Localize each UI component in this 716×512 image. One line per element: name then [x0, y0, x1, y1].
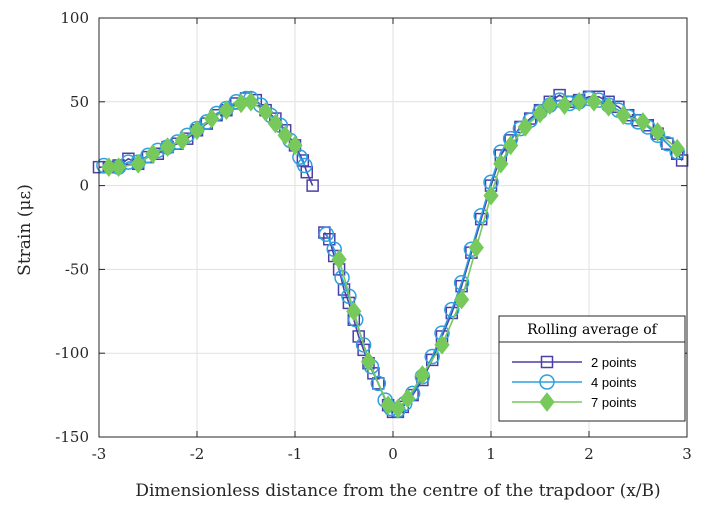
data-point-diamond [287, 135, 303, 156]
data-point-diamond [110, 157, 127, 177]
data-point-diamond [346, 301, 362, 322]
data-point-diamond [390, 398, 406, 419]
data-point-diamond [600, 97, 617, 117]
y-tick-label: 100 [60, 9, 89, 27]
legend-label: 2 points [591, 355, 637, 370]
y-tick-label: -100 [55, 344, 89, 362]
data-point-diamond [267, 113, 284, 134]
data-point-diamond [532, 103, 548, 124]
data-point-square [306, 179, 319, 192]
data-point-diamond [189, 120, 205, 141]
data-point-diamond [174, 130, 190, 151]
series-layer [92, 88, 689, 419]
data-point-diamond [669, 138, 685, 159]
data-point-diamond [130, 153, 146, 174]
data-point-diamond [434, 335, 450, 355]
data-point-diamond [218, 100, 235, 120]
data-point-diamond [277, 125, 293, 146]
x-tick-label: 0 [388, 445, 398, 463]
data-point-diamond [204, 108, 220, 129]
data-point-diamond [243, 91, 259, 112]
data-point-diamond [571, 91, 587, 112]
legend-marker-diamond [539, 392, 555, 412]
y-axis-title: Strain (με) [15, 184, 35, 276]
data-point-diamond [586, 91, 602, 112]
y-tick-label: -150 [55, 428, 89, 446]
legend-box [498, 315, 686, 422]
data-point-diamond [159, 137, 176, 157]
data-point-diamond [257, 102, 274, 122]
data-point-square [675, 154, 689, 167]
series-diamond [101, 91, 685, 419]
data-point-diamond [400, 388, 416, 409]
ticks: -3 -2 -1 0 1 2 3 100 50 0 -50 -100 -150 [55, 9, 691, 463]
data-point-circle [355, 337, 372, 353]
x-tick-label: 1 [486, 445, 496, 463]
data-point-circle [444, 301, 460, 318]
data-point-square [661, 137, 674, 150]
data-point-circle [341, 288, 357, 304]
data-point-diamond [542, 95, 558, 115]
data-point-circle [370, 375, 387, 392]
data-point-diamond [468, 237, 484, 258]
data-point-diamond [556, 95, 573, 115]
data-point-circle [292, 149, 308, 165]
data-point-diamond [615, 105, 631, 126]
legend-entries: 2 points 4 points 7 points [512, 355, 637, 412]
data-point-circle [424, 348, 440, 365]
y-tick-label: 50 [70, 93, 89, 111]
x-tick-label: -2 [190, 445, 205, 463]
data-point-diamond [502, 135, 519, 156]
legend-marker-circle [539, 374, 555, 390]
y-tick-label: 0 [79, 177, 89, 195]
data-point-diamond [360, 351, 377, 372]
y-tick-label: -50 [65, 260, 89, 278]
legend: Rolling average of 2 points 4 points 7 poi… [498, 315, 686, 422]
data-point-circle [318, 226, 335, 242]
x-tick-label: 3 [682, 445, 692, 463]
data-point-diamond [483, 185, 499, 206]
x-axis-title: Dimensionless distance from the centre o… [135, 481, 660, 501]
legend-label: 4 points [591, 375, 637, 390]
data-point-circle [297, 157, 313, 174]
data-point-diamond [517, 117, 533, 137]
data-point-diamond [453, 289, 470, 310]
legend-marker-square [540, 355, 554, 369]
legend-title: Rolling average of [527, 322, 659, 338]
x-tick-label: 2 [584, 445, 594, 463]
x-tick-label: -1 [288, 445, 303, 463]
data-point-diamond [635, 112, 651, 132]
data-point-diamond [414, 365, 431, 385]
data-point-square [372, 377, 385, 390]
legend-label: 7 points [591, 395, 637, 410]
data-point-circle [473, 208, 489, 224]
x-tick-label: -3 [92, 445, 107, 463]
data-point-diamond [145, 143, 161, 164]
data-point-diamond [493, 153, 509, 174]
data-point-diamond [649, 122, 666, 142]
data-point-diamond [331, 249, 347, 270]
